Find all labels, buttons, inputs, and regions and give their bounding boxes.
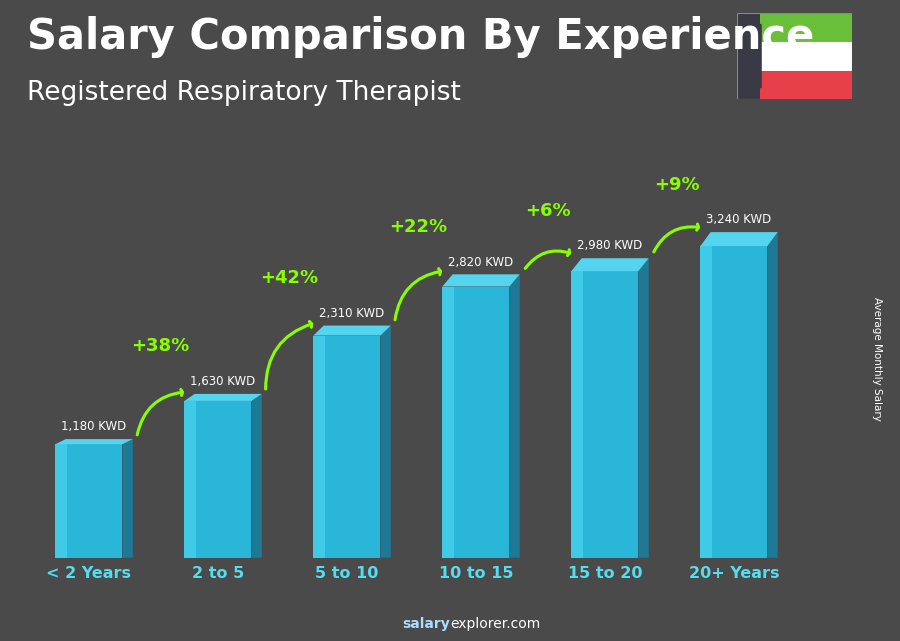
- Polygon shape: [184, 394, 262, 401]
- FancyBboxPatch shape: [572, 271, 583, 558]
- Text: 2,820 KWD: 2,820 KWD: [448, 256, 514, 269]
- FancyBboxPatch shape: [313, 336, 326, 558]
- Bar: [760, 13, 852, 42]
- Bar: [760, 71, 852, 99]
- Polygon shape: [736, 13, 761, 99]
- Text: Registered Respiratory Therapist: Registered Respiratory Therapist: [27, 80, 461, 106]
- Text: +42%: +42%: [260, 269, 319, 287]
- Polygon shape: [122, 439, 133, 558]
- Text: Salary Comparison By Experience: Salary Comparison By Experience: [27, 16, 814, 58]
- FancyBboxPatch shape: [313, 336, 381, 558]
- Polygon shape: [509, 274, 519, 558]
- FancyBboxPatch shape: [184, 401, 251, 558]
- FancyBboxPatch shape: [442, 287, 454, 558]
- Text: +9%: +9%: [653, 176, 699, 194]
- FancyBboxPatch shape: [442, 287, 509, 558]
- Polygon shape: [313, 326, 391, 336]
- Text: 2,980 KWD: 2,980 KWD: [578, 240, 643, 253]
- Polygon shape: [638, 258, 649, 558]
- Polygon shape: [768, 232, 778, 558]
- Polygon shape: [381, 326, 391, 558]
- Polygon shape: [56, 439, 133, 444]
- Text: explorer.com: explorer.com: [450, 617, 540, 631]
- Bar: [760, 42, 852, 71]
- Text: Average Monthly Salary: Average Monthly Salary: [872, 297, 883, 421]
- Polygon shape: [442, 274, 519, 287]
- Text: +38%: +38%: [131, 337, 190, 355]
- FancyBboxPatch shape: [700, 246, 713, 558]
- Text: +6%: +6%: [525, 202, 571, 220]
- Polygon shape: [572, 258, 649, 271]
- Polygon shape: [700, 232, 778, 246]
- Text: +22%: +22%: [390, 218, 447, 236]
- FancyBboxPatch shape: [700, 246, 768, 558]
- FancyBboxPatch shape: [572, 271, 638, 558]
- FancyBboxPatch shape: [184, 401, 196, 558]
- Text: 3,240 KWD: 3,240 KWD: [706, 213, 771, 226]
- FancyBboxPatch shape: [56, 444, 68, 558]
- Text: 1,630 KWD: 1,630 KWD: [191, 375, 256, 388]
- Text: 1,180 KWD: 1,180 KWD: [61, 420, 127, 433]
- FancyBboxPatch shape: [56, 444, 122, 558]
- Polygon shape: [251, 394, 262, 558]
- Text: salary: salary: [402, 617, 450, 631]
- Text: 2,310 KWD: 2,310 KWD: [320, 307, 384, 320]
